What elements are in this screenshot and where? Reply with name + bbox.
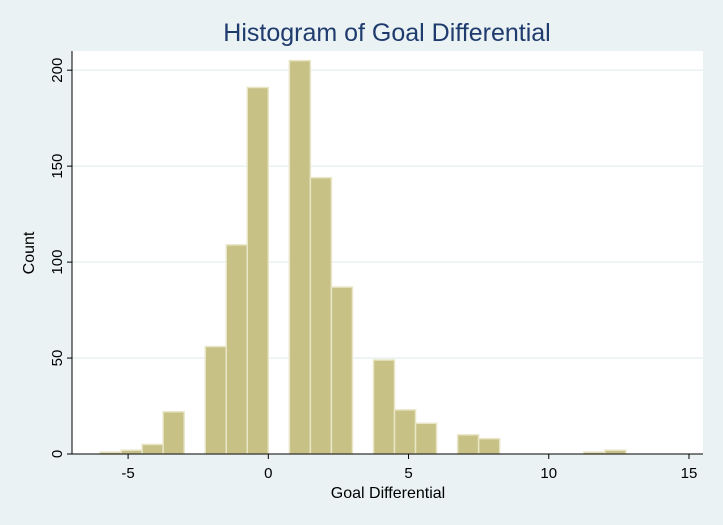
y-tick-label: 50 <box>49 350 66 367</box>
histogram-bar <box>309 176 333 455</box>
histogram-bar <box>456 434 480 455</box>
x-axis-label: Goal Differential <box>331 485 445 502</box>
x-tick-label: 0 <box>264 465 272 482</box>
histogram-bar <box>330 286 354 455</box>
histogram-bar <box>225 244 249 455</box>
histogram-bar <box>204 345 227 455</box>
histogram-bar <box>162 411 185 455</box>
histogram-bar <box>477 437 501 455</box>
histogram-bar <box>120 449 143 455</box>
y-axis-label: Count <box>21 231 38 274</box>
y-tick-label: 0 <box>49 450 66 458</box>
x-tick-label: -5 <box>121 465 134 482</box>
histogram-bar <box>246 86 270 455</box>
bars <box>99 59 627 455</box>
histogram-bar <box>393 409 417 455</box>
x-tick-label: 10 <box>540 465 557 482</box>
histogram-bar <box>141 443 164 455</box>
y-tick-label: 150 <box>49 154 66 179</box>
histogram-bar <box>372 359 396 455</box>
histogram-bar <box>414 422 438 455</box>
y-tick-label: 100 <box>49 250 66 275</box>
gridlines <box>72 69 703 359</box>
chart-title: Histogram of Goal Differential <box>223 19 550 47</box>
histogram-bar <box>604 449 627 455</box>
y-tick-label: 200 <box>49 58 66 83</box>
x-tick-label: 15 <box>681 465 698 482</box>
x-tick-label: 5 <box>404 465 412 482</box>
histogram-bar <box>288 59 312 455</box>
